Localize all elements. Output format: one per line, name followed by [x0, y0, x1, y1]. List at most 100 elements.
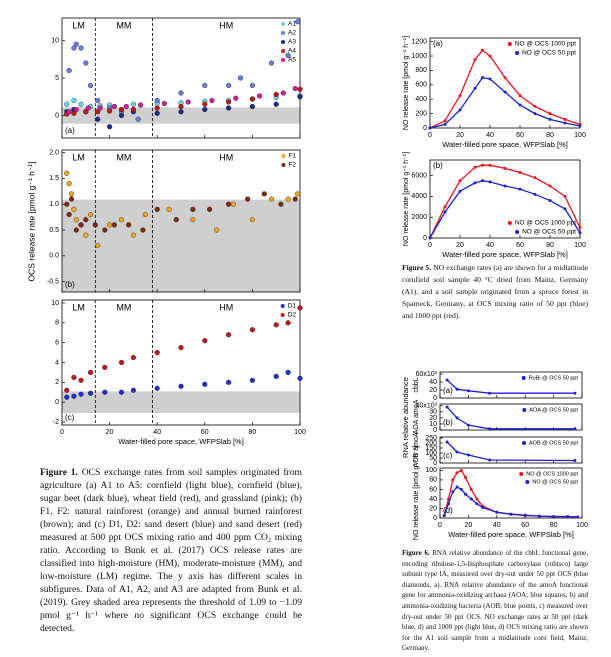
- caption-text: OCS exchange rates from soil samples ori…: [40, 467, 302, 634]
- legend-marker: [281, 31, 286, 35]
- scatter-point: [130, 387, 137, 393]
- caption-text: RNA relative abundance of the cbbL funct…: [402, 549, 589, 653]
- scatter-point: [273, 322, 279, 328]
- scatter-point: [64, 101, 70, 107]
- scatter-point: [71, 45, 77, 51]
- scatter-point: [295, 191, 301, 197]
- line-marker: [458, 189, 462, 193]
- legend-marker: [281, 40, 286, 44]
- y-tick-label: 4: [55, 359, 59, 366]
- legend-label: AOB @ OCS 50 ppt: [529, 440, 578, 446]
- threshold-band: [62, 199, 300, 292]
- x-tick-label: 80: [550, 522, 558, 529]
- scatter-point: [83, 109, 89, 115]
- legend-marker: [281, 154, 286, 158]
- scatter-point: [85, 105, 91, 111]
- y-tick-label: 2: [55, 379, 59, 386]
- line-marker: [488, 54, 492, 58]
- line-marker: [459, 487, 463, 491]
- scatter-point: [280, 90, 286, 96]
- y-tick-label: 400: [415, 96, 427, 103]
- line-marker: [518, 187, 522, 191]
- x-tick-label: 100: [576, 522, 588, 529]
- line-marker: [548, 184, 552, 188]
- x-axis-label: Water-filled pore space, WFPSlab [%]: [448, 530, 574, 539]
- legend-label: NO @ OCS 1000 ppt: [515, 41, 576, 48]
- outer-y-axis-label: RNA relative abundance: [401, 377, 410, 458]
- line-marker: [475, 497, 479, 501]
- y-tick-label: 0: [423, 125, 427, 132]
- regime-label: LM: [72, 302, 85, 312]
- line-marker: [458, 94, 462, 98]
- line-marker: [447, 502, 451, 506]
- legend-label: AOA @ OCS 50 ppt: [529, 407, 578, 413]
- panel-tag: (a): [65, 126, 75, 135]
- line-marker: [566, 515, 570, 519]
- scatter-point: [249, 103, 256, 110]
- y-tick-label: 2.0: [49, 149, 59, 156]
- y-tick-label: 8: [55, 320, 59, 327]
- series-line: [429, 180, 581, 239]
- scatter-point: [278, 201, 284, 207]
- line-marker: [466, 423, 470, 427]
- regime-label: HM: [219, 152, 233, 162]
- scatter-point: [130, 106, 137, 113]
- scatter-point: [185, 99, 191, 105]
- scatter-point: [273, 101, 279, 107]
- scatter-point: [95, 109, 101, 115]
- scatter-point: [83, 217, 89, 223]
- caption: Figure 6. RNA relative abundance of the …: [402, 548, 588, 654]
- legend-marker: [280, 304, 285, 308]
- line-marker: [458, 108, 462, 112]
- x-tick-label: 40: [493, 522, 501, 529]
- scatter-point: [73, 106, 79, 113]
- y-tick-label: -0.5: [47, 279, 59, 286]
- line-marker: [503, 76, 507, 80]
- scatter-point: [142, 211, 148, 218]
- line-marker: [466, 453, 470, 457]
- line-marker: [443, 210, 447, 214]
- plot-frame: [429, 159, 581, 239]
- line-marker: [466, 389, 470, 393]
- scatter-point: [73, 217, 79, 223]
- scatter-point: [285, 320, 291, 326]
- x-tick-label: 60: [516, 242, 524, 249]
- scatter-point: [118, 217, 125, 223]
- scatter-point: [154, 105, 160, 111]
- line-marker: [455, 485, 459, 489]
- scatter-point: [297, 305, 303, 311]
- scatter-point: [78, 45, 84, 51]
- caption-label: Figure 1.: [40, 467, 78, 478]
- legend-marker: [515, 230, 520, 234]
- scatter-point: [154, 97, 160, 104]
- y-tick-label: 40: [429, 496, 437, 503]
- scatter-point: [118, 106, 125, 113]
- scatter-point: [78, 101, 84, 107]
- scatter-point: [102, 364, 108, 371]
- scatter-point: [202, 82, 208, 89]
- scatter-point: [130, 354, 137, 361]
- scatter-point: [256, 93, 263, 99]
- y-tick-label: 60x10³: [416, 371, 438, 378]
- x-tick-label: 20: [106, 429, 114, 436]
- line-marker: [455, 450, 459, 454]
- scatter-point: [230, 201, 236, 207]
- legend-marker: [281, 58, 286, 62]
- y-axis-label: AOB amoA: [413, 432, 420, 467]
- line-marker: [518, 103, 522, 107]
- line-marker: [428, 126, 432, 130]
- y-tick-label: 0: [433, 395, 437, 402]
- x-tick-label: 100: [574, 132, 586, 139]
- scatter-point: [95, 97, 101, 104]
- y-axis-label: NO release rate [pmol g⁻¹ h⁻¹]: [403, 152, 410, 246]
- line-marker: [473, 165, 477, 169]
- threshold-band: [62, 391, 300, 413]
- scatter-point: [102, 389, 108, 395]
- caption-label: Figure 6.: [402, 549, 430, 557]
- scatter-point: [178, 345, 184, 351]
- scatter-point: [102, 227, 108, 233]
- legend-label: A3: [288, 39, 296, 46]
- plot-frame: [429, 37, 581, 129]
